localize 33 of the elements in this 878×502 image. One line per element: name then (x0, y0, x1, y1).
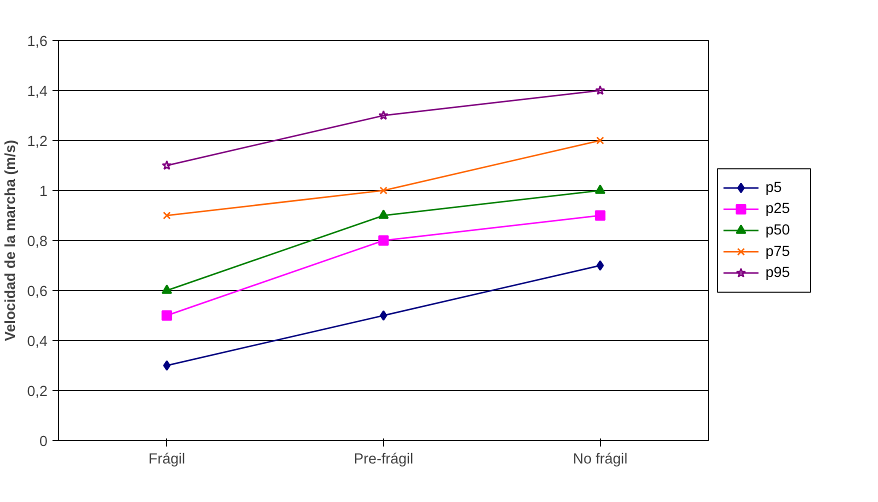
legend-label: p75 (766, 244, 790, 260)
point (162, 160, 172, 170)
y-tick-label: 1 (39, 184, 48, 200)
y-axis-title: Velocidad de la marcha (m/s) (3, 140, 20, 342)
point (594, 210, 606, 221)
y-tick-label: 0,8 (27, 234, 48, 250)
x-tick-label: No frágil (572, 452, 628, 468)
y-tick-label: 1,4 (27, 84, 48, 100)
x-tick-label: Frágil (148, 452, 186, 468)
legend-label: p25 (766, 201, 790, 218)
point (162, 310, 172, 321)
legend-label: p95 (766, 265, 790, 282)
point (163, 360, 171, 371)
y-tick-label: 0,2 (27, 384, 48, 400)
y-tick-label: 0 (39, 434, 48, 450)
point (380, 186, 388, 194)
y-tick-label: 0,6 (27, 284, 48, 300)
y-tick-label: 0,4 (27, 334, 48, 350)
point (378, 110, 389, 120)
point (380, 310, 388, 321)
y-tick-label: 1,6 (27, 34, 48, 50)
point (594, 184, 606, 194)
x-tick-label: Pre-frágil (354, 452, 414, 468)
point (162, 212, 171, 220)
point (596, 260, 604, 271)
point (595, 85, 606, 95)
point (378, 210, 389, 219)
point (162, 284, 172, 294)
legend-label: p5 (766, 180, 782, 196)
point (596, 136, 604, 144)
legend-label: p50 (766, 222, 790, 238)
y-tick-label: 1,2 (27, 134, 48, 150)
point (378, 235, 389, 246)
